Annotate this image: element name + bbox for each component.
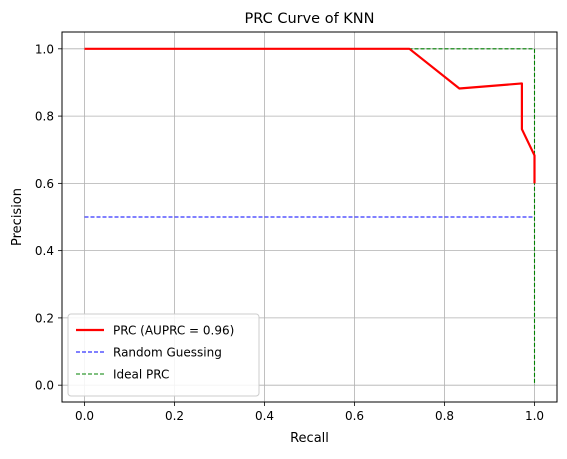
y-tick-label: 0.4 <box>35 244 54 258</box>
x-tick-label: 0.4 <box>255 409 274 423</box>
series-layer <box>84 47 536 386</box>
y-axis-label: Precision <box>10 188 25 246</box>
y-tick-label: 0.2 <box>35 311 54 325</box>
legend-label: PRC (AUPRC = 0.96) <box>113 324 234 338</box>
series-line-0 <box>84 47 536 184</box>
x-tick-label: 0.2 <box>165 409 184 423</box>
x-axis-label: Recall <box>290 431 329 446</box>
y-tick-label: 0.6 <box>35 177 54 191</box>
legend: PRC (AUPRC = 0.96) Random Guessing Ideal P… <box>67 313 260 397</box>
legend-label: Random Guessing <box>113 346 222 360</box>
x-tick-label: 0.8 <box>435 409 454 423</box>
chart-title: PRC Curve of KNN <box>244 11 374 27</box>
ticks: 0.0 0.2 0.4 0.6 0.8 1.0 0.0 0.2 0.4 0.6 0.8 1.0 <box>35 42 544 423</box>
legend-box <box>67 313 260 397</box>
x-tick-label: 1.0 <box>525 409 544 423</box>
x-tick-label: 0.6 <box>345 409 364 423</box>
legend-label: Ideal PRC <box>113 368 169 382</box>
x-tick-label: 0.0 <box>75 409 94 423</box>
y-tick-label: 1.0 <box>35 42 54 56</box>
y-tick-label: 0.8 <box>35 110 54 124</box>
plot-frame <box>61 31 558 403</box>
y-tick-label: 0.0 <box>35 379 54 393</box>
